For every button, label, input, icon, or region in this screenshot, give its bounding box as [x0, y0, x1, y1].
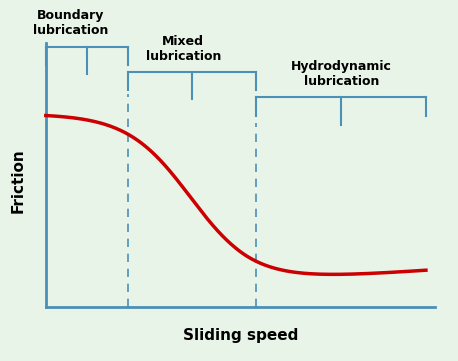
Text: Friction: Friction	[11, 148, 26, 213]
Text: Hydrodynamic
lubrication: Hydrodynamic lubrication	[291, 60, 392, 88]
Text: Sliding speed: Sliding speed	[183, 328, 298, 343]
Text: Boundary
lubrication: Boundary lubrication	[33, 9, 109, 38]
Text: Mixed
lubrication: Mixed lubrication	[146, 35, 221, 63]
